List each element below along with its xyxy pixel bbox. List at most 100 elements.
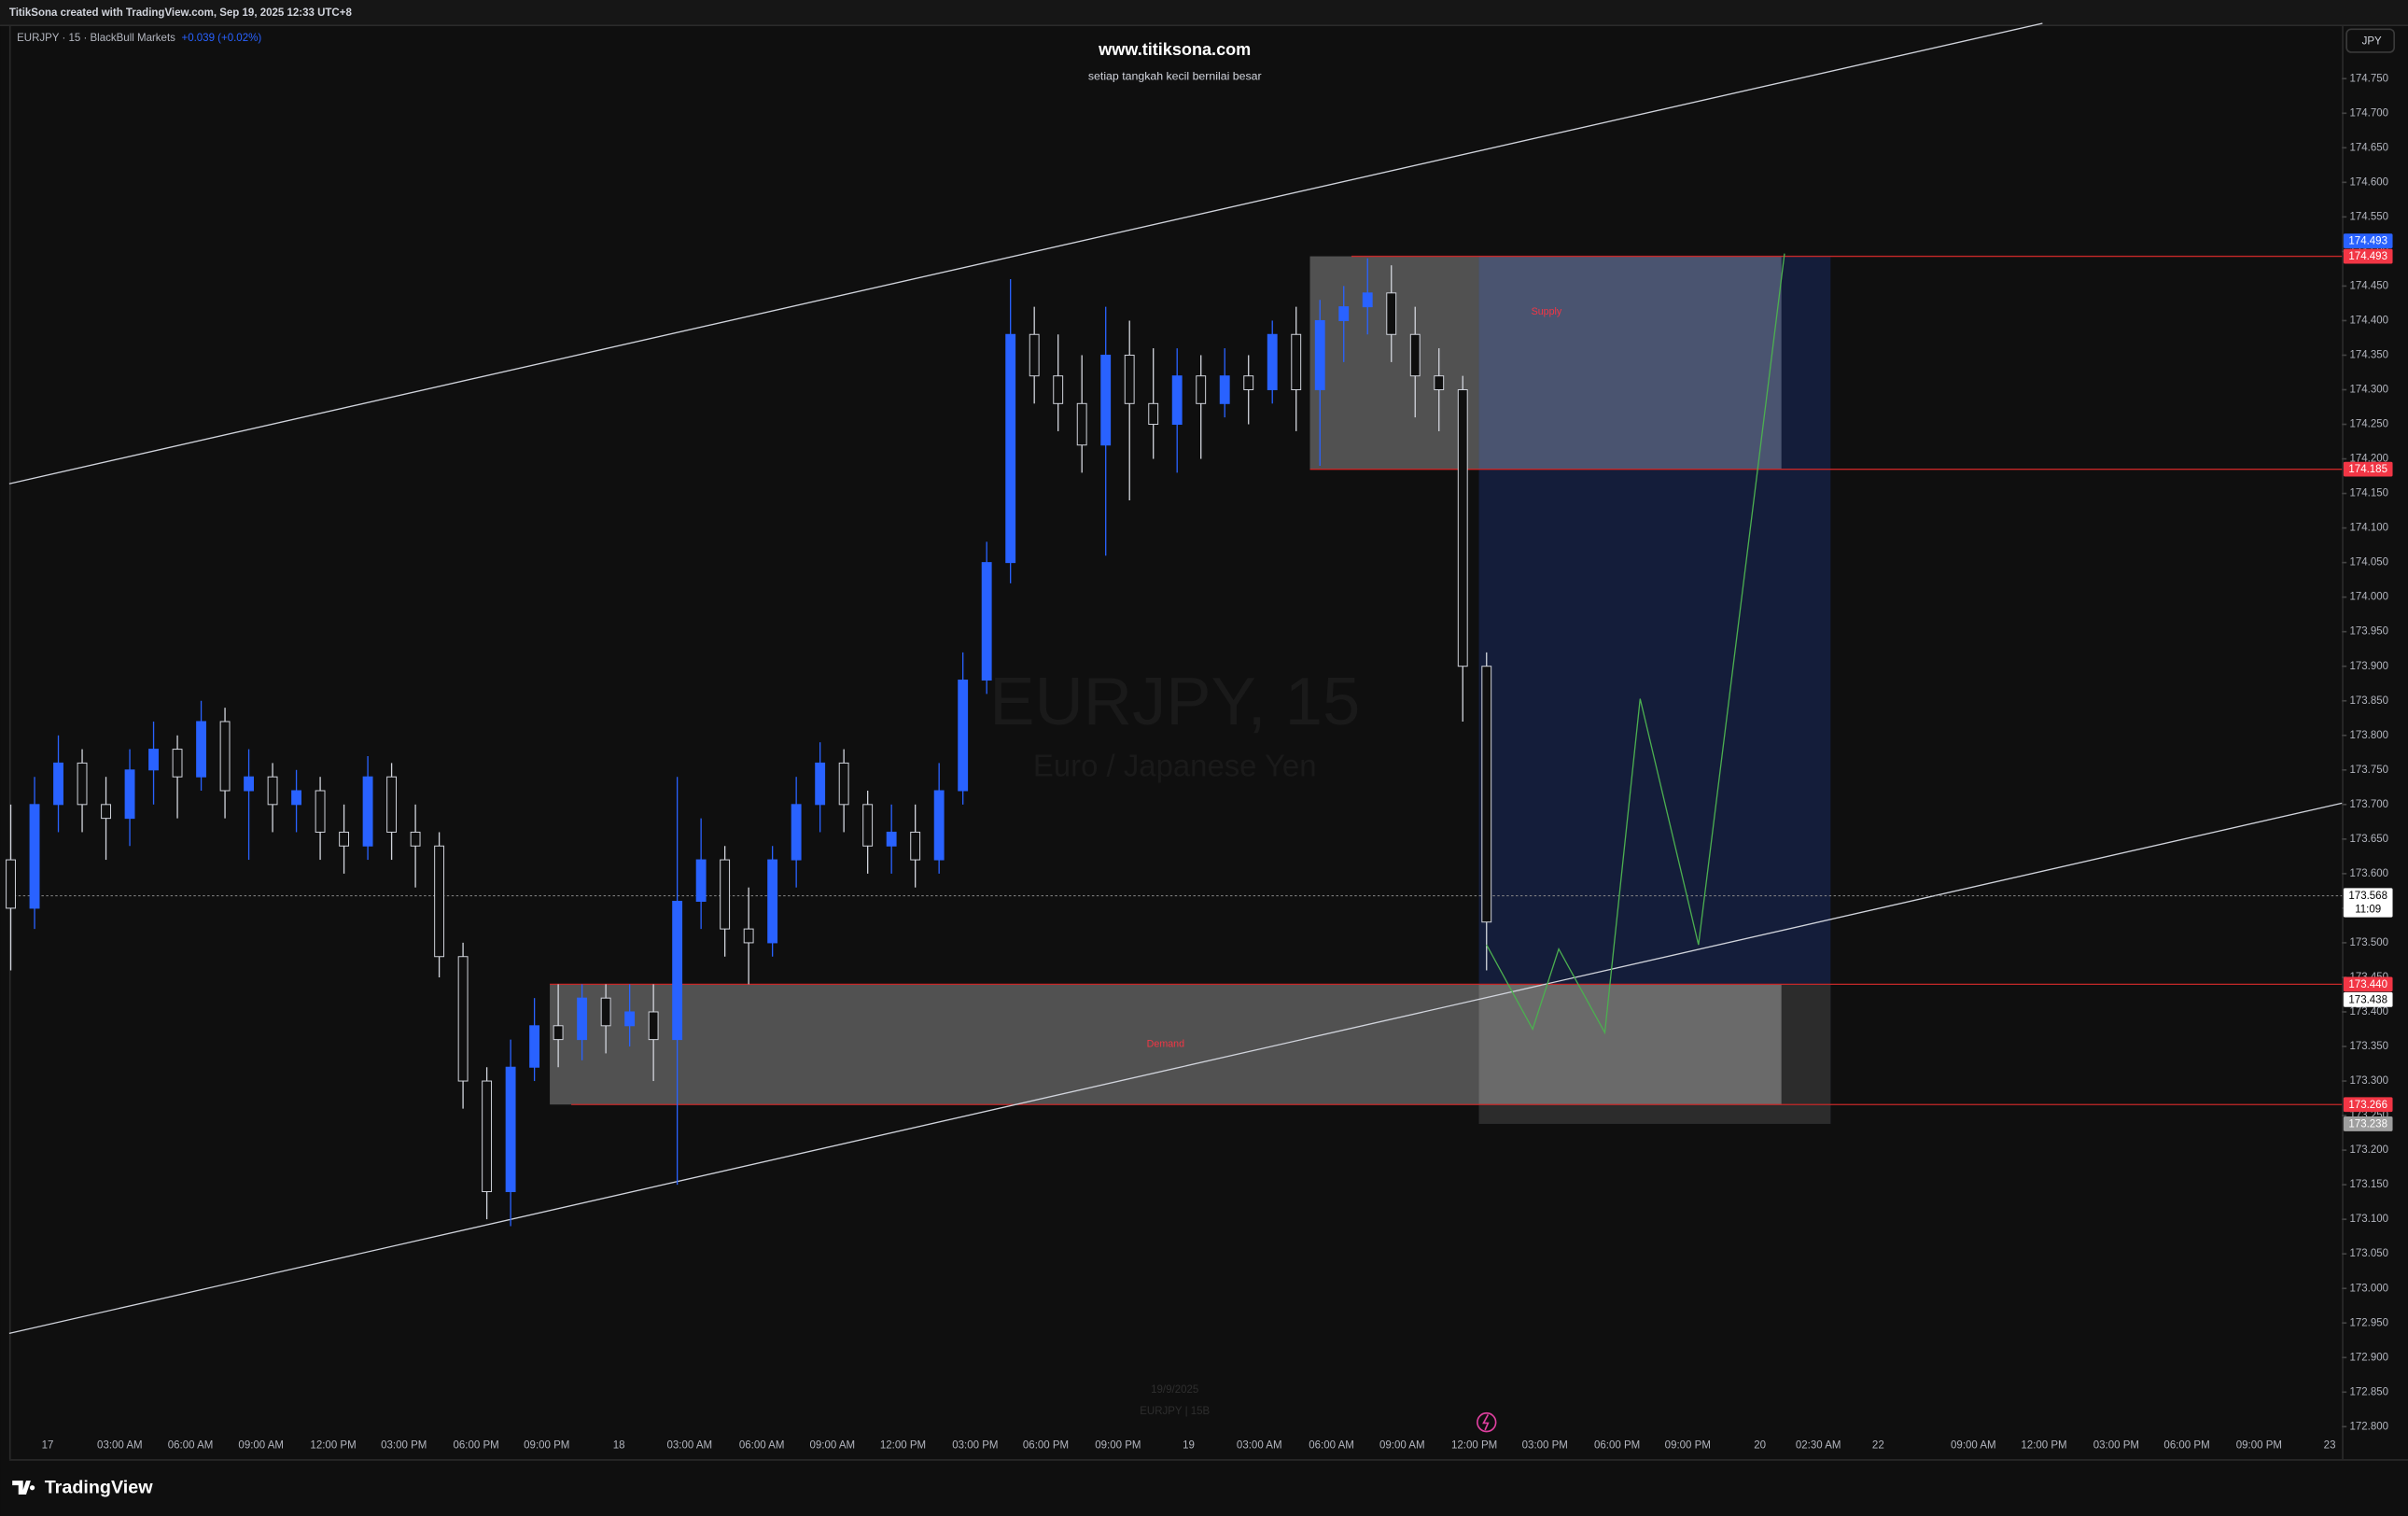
price-label-bg	[2343, 976, 2393, 992]
price-label: 174.185	[2348, 464, 2387, 475]
candle-body	[1481, 666, 1492, 923]
y-tick-label: 174.000	[2349, 592, 2388, 603]
y-tick-label: 174.150	[2349, 488, 2388, 499]
candle-body	[838, 762, 849, 806]
x-tick-label: 03:00 AM	[97, 1439, 143, 1451]
x-tick-label: 23	[2324, 1439, 2336, 1451]
caption: TitikSona created with TradingView.com, …	[9, 7, 353, 19]
price-label-bg	[2343, 233, 2393, 249]
chart-title: www.titiksona.com	[1098, 40, 1251, 59]
candle-body	[1457, 389, 1468, 667]
candle-body	[1100, 354, 1112, 446]
event-icon[interactable]	[1477, 1411, 1497, 1433]
price-label-bg	[2343, 1097, 2393, 1113]
last-price-label: 173.568	[2348, 891, 2387, 902]
price-label: 174.493	[2348, 236, 2387, 247]
x-tick-label: 06:00 PM	[2163, 1439, 2209, 1451]
candle-body	[767, 859, 778, 944]
candle-body	[910, 831, 921, 861]
x-tick-label: 09:00 AM	[238, 1439, 284, 1451]
price-label: 173.266	[2348, 1100, 2387, 1111]
y-tick-label: 173.950	[2349, 626, 2388, 638]
candle-body	[339, 831, 350, 847]
y-tick-label: 173.350	[2349, 1041, 2388, 1052]
x-tick-label: 06:00 PM	[1023, 1439, 1069, 1451]
candle-body	[1029, 333, 1040, 377]
x-tick-label: 03:00 PM	[952, 1439, 998, 1451]
x-tick-label: 22	[1872, 1439, 1884, 1451]
y-tick-label: 173.100	[2349, 1214, 2388, 1225]
zone	[1309, 256, 1479, 470]
y-tick-label: 173.300	[2349, 1075, 2388, 1087]
candle-body	[1219, 375, 1230, 404]
candle-body	[172, 749, 183, 778]
x-tick-label: 06:00 AM	[739, 1439, 785, 1451]
symbol-info: EURJPY · 15 · BlackBull Markets +0.039 (+…	[17, 33, 261, 44]
top-bar	[0, 0, 2408, 25]
currency: JPY	[2362, 35, 2382, 47]
y-tick-label: 173.650	[2349, 834, 2388, 845]
candle-body	[1171, 375, 1183, 426]
candle-body	[791, 804, 802, 861]
x-tick-label: 06:00 PM	[1594, 1439, 1640, 1451]
y-tick-label: 173.200	[2349, 1144, 2388, 1156]
candle-body	[933, 790, 945, 861]
projection-line	[1486, 253, 1785, 1035]
chart-subtitle: setiap tangkah kecil bernilai besar	[1088, 70, 1262, 83]
candle-body	[648, 1011, 659, 1041]
candle-body	[1409, 333, 1421, 377]
candle-body	[219, 721, 231, 792]
y-tick-label: 174.450	[2349, 280, 2388, 291]
y-tick-label: 174.700	[2349, 107, 2388, 119]
y-tick-label: 173.700	[2349, 799, 2388, 810]
x-tick-label: 09:00 AM	[1379, 1439, 1425, 1451]
y-tick-label: 173.850	[2349, 695, 2388, 707]
candle-body	[291, 790, 302, 806]
y-tick-label: 174.750	[2349, 73, 2388, 84]
y-tick-label: 173.500	[2349, 937, 2388, 948]
x-tick-label: 03:00 AM	[1237, 1439, 1282, 1451]
y-tick-label: 172.950	[2349, 1317, 2388, 1328]
y-tick-label: 173.600	[2349, 868, 2388, 879]
candle-body	[1434, 375, 1445, 390]
candle-body	[600, 997, 611, 1027]
countdown: 11:09	[2355, 904, 2381, 915]
candle-body	[958, 680, 969, 792]
x-tick-label: 18	[613, 1439, 625, 1451]
x-tick-label: 06:00 PM	[453, 1439, 498, 1451]
candle-body	[77, 762, 88, 806]
brand-name: TradingView	[45, 1478, 154, 1498]
candle-body	[1005, 333, 1016, 564]
x-tick-label: 09:00 AM	[1951, 1439, 1996, 1451]
footer-symbol: EURJPY | 15B	[1140, 1406, 1210, 1417]
brand: TradingView	[12, 1478, 153, 1498]
candle-body	[1386, 292, 1397, 335]
candle-body	[505, 1066, 516, 1193]
y-tick-label: 173.750	[2349, 765, 2388, 776]
candle-body	[624, 1011, 636, 1027]
candle-body	[196, 721, 206, 778]
candle-body	[434, 845, 445, 958]
price-label: 173.440	[2348, 979, 2387, 990]
price-label-bg	[2343, 461, 2393, 477]
y-tick-label: 174.600	[2349, 176, 2388, 188]
brand-logo	[12, 1481, 35, 1495]
price-axis: 174.750174.700174.650174.600174.550174.5…	[2342, 73, 2393, 1432]
candle-body	[386, 776, 398, 833]
candle-body	[1291, 333, 1302, 390]
price-label-bg	[2343, 1116, 2393, 1131]
y-tick-label: 173.050	[2349, 1248, 2388, 1259]
x-tick-label: 19	[1183, 1439, 1195, 1451]
y-tick-label: 174.100	[2349, 523, 2388, 534]
candle-body	[53, 762, 63, 806]
x-tick-label: 03:00 AM	[666, 1439, 712, 1451]
candle-body	[886, 831, 897, 847]
price-label: 174.493	[2348, 251, 2387, 262]
candle-body	[101, 804, 111, 820]
candle-body	[743, 928, 754, 944]
currency-button[interactable]	[2345, 28, 2395, 53]
candle-body	[457, 956, 469, 1082]
zone-label: Supply	[1532, 306, 1562, 317]
